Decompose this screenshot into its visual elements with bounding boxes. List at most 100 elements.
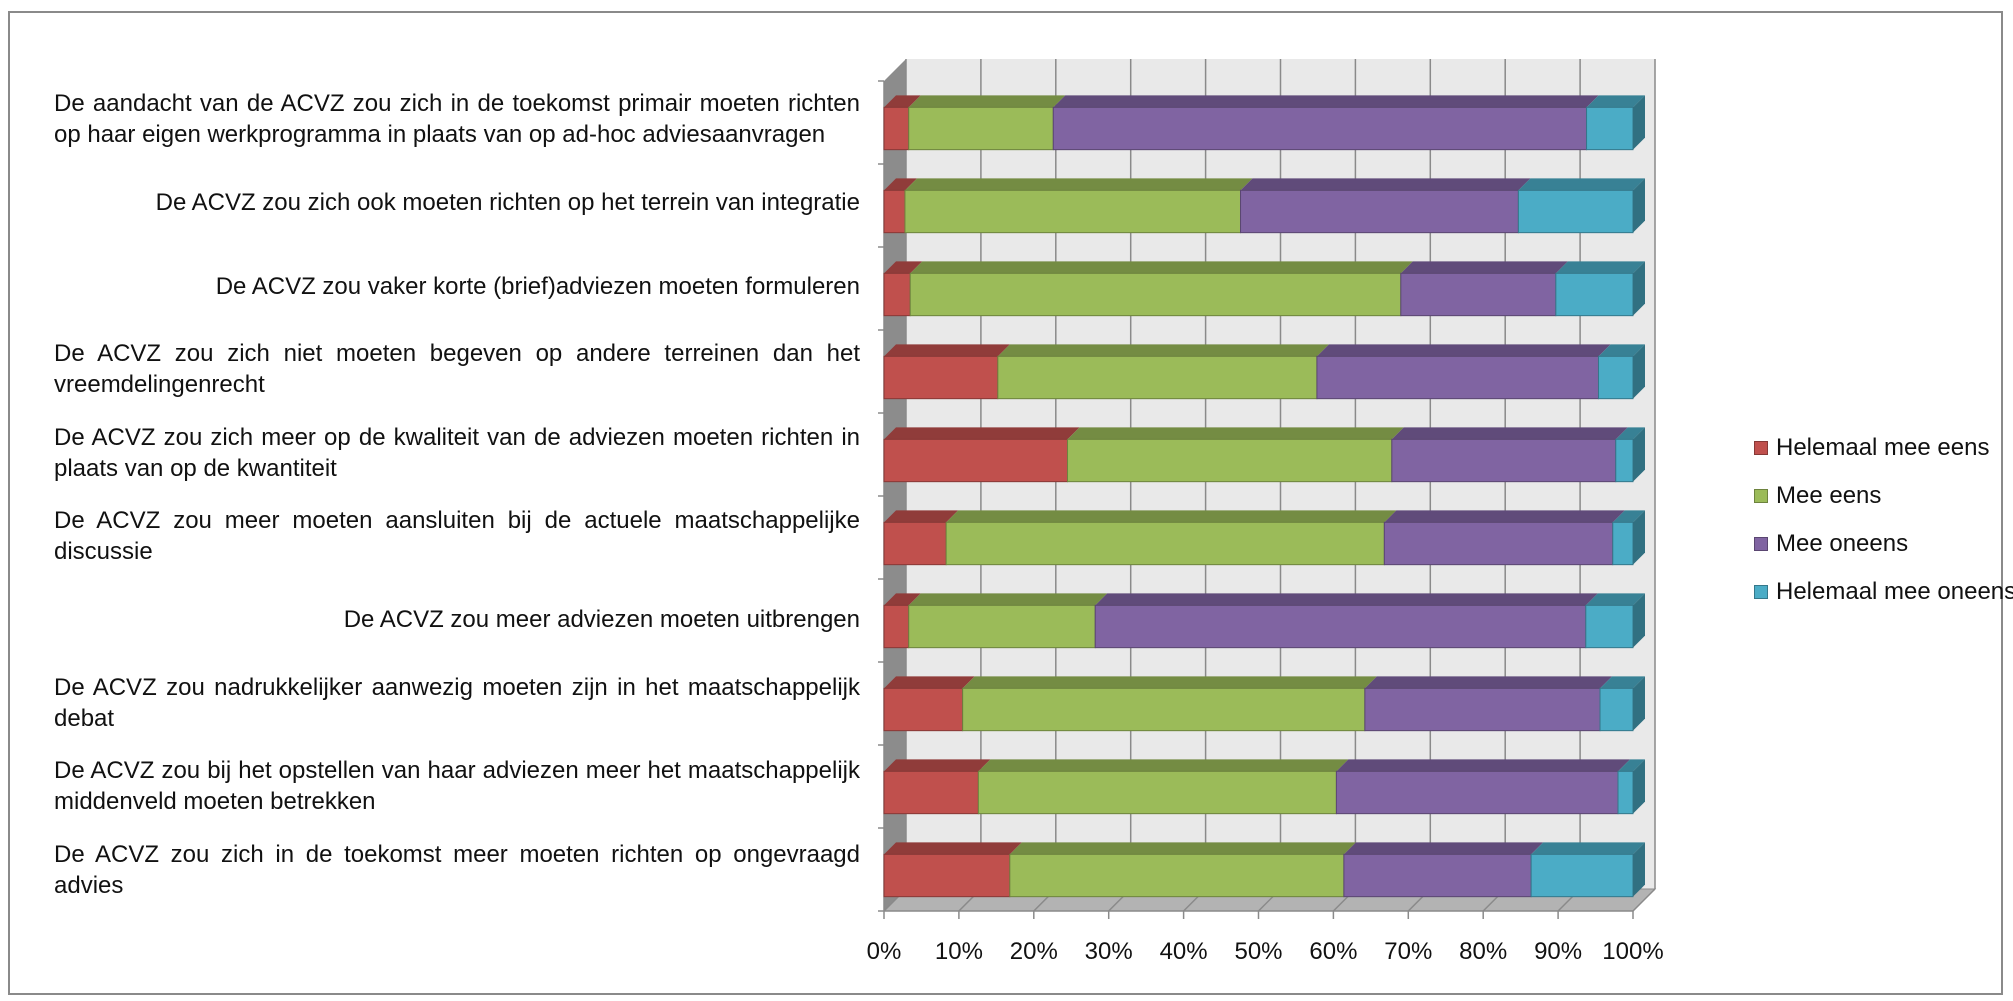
bar-top bbox=[1067, 427, 1404, 440]
legend-label: Helemaal mee oneens bbox=[1776, 578, 2013, 605]
bar-segment bbox=[1585, 604, 1634, 649]
bar-side bbox=[1633, 178, 1645, 233]
bar-segment bbox=[883, 106, 910, 151]
bar-top bbox=[1586, 95, 1645, 108]
bar-segment bbox=[1391, 438, 1617, 483]
bar-segment bbox=[977, 770, 1337, 815]
bar-side bbox=[1633, 427, 1645, 482]
x-tick-label: 20% bbox=[1010, 938, 1058, 965]
bar-top bbox=[884, 593, 921, 606]
bar-top bbox=[1518, 178, 1645, 191]
category-label: De aandacht van de ACVZ zou zich in de t… bbox=[54, 90, 860, 148]
bar-top bbox=[908, 593, 1108, 606]
bar-segment bbox=[962, 687, 1366, 732]
bar-top bbox=[884, 427, 1080, 440]
bar-top bbox=[1555, 261, 1645, 274]
bar-top bbox=[997, 344, 1329, 357]
bar-top bbox=[946, 510, 1397, 523]
bar-side bbox=[1633, 759, 1645, 814]
bar-segment bbox=[883, 604, 910, 649]
bar-segment bbox=[1599, 687, 1634, 732]
x-tick-label: 10% bbox=[935, 938, 983, 965]
chart-frame: 0% 10% 20% 30% 40% 50% 60% 70% 80% 90% 100% De aan… bbox=[8, 11, 2013, 995]
bar-segment bbox=[945, 521, 1385, 566]
bar-top bbox=[1364, 676, 1613, 689]
bar-segment bbox=[1383, 521, 1614, 566]
x-tick-label: 90% bbox=[1534, 938, 1582, 965]
bar-segment bbox=[1052, 106, 1588, 151]
bar-top bbox=[884, 261, 923, 274]
bar-segment bbox=[883, 189, 906, 234]
bar-top bbox=[978, 759, 1349, 772]
bar-top bbox=[1384, 510, 1625, 523]
bar-top bbox=[1531, 842, 1645, 855]
bar-top bbox=[1095, 593, 1598, 606]
x-tick-label: 50% bbox=[1234, 938, 1282, 965]
bar-top bbox=[1400, 261, 1568, 274]
x-tick-label: 0% bbox=[867, 938, 902, 965]
bar-segment bbox=[1555, 272, 1634, 317]
bar-segment bbox=[909, 272, 1402, 317]
bar-top bbox=[884, 842, 1022, 855]
bar-segment bbox=[908, 106, 1054, 151]
bar-segment bbox=[1617, 770, 1634, 815]
category-label: De ACVZ zou zich in de toekomst meer moe… bbox=[54, 841, 860, 899]
legend-label: Helemaal mee eens bbox=[1776, 434, 1990, 461]
bar-top bbox=[1343, 842, 1544, 855]
bar-segment bbox=[1335, 770, 1619, 815]
bar-top bbox=[910, 261, 1413, 274]
bar-segment bbox=[883, 272, 911, 317]
bar-segment bbox=[1400, 272, 1557, 317]
bar-top bbox=[884, 95, 921, 108]
x-tick-label: 40% bbox=[1160, 938, 1208, 965]
bar-segment bbox=[1517, 189, 1634, 234]
category-label: De ACVZ zou zich ook moeten richten op h… bbox=[155, 189, 860, 216]
bar-top bbox=[884, 759, 991, 772]
legend-swatch bbox=[1754, 441, 1768, 455]
x-tick-label: 30% bbox=[1085, 938, 1133, 965]
bar-segment bbox=[904, 189, 1242, 234]
bar-side bbox=[1633, 676, 1645, 731]
bar-top bbox=[1240, 178, 1531, 191]
bar-segment bbox=[883, 521, 947, 566]
bar-top bbox=[884, 510, 959, 523]
category-label: De ACVZ zou meer adviezen moeten uitbren… bbox=[343, 606, 860, 633]
bar-top bbox=[1336, 759, 1631, 772]
category-label: De ACVZ zou meer moeten aansluiten bij d… bbox=[54, 507, 860, 565]
legend-swatch bbox=[1754, 489, 1768, 503]
bar-segment bbox=[1586, 106, 1634, 151]
bar-top bbox=[1612, 510, 1645, 523]
bar-top bbox=[884, 676, 975, 689]
bar-top bbox=[904, 178, 1253, 191]
bar-top bbox=[1053, 95, 1599, 108]
bar-segment bbox=[883, 853, 1011, 898]
bar-side bbox=[1633, 344, 1645, 399]
legend-label: Mee eens bbox=[1776, 482, 1882, 509]
x-tick-label: 60% bbox=[1309, 938, 1357, 965]
legend-swatch bbox=[1754, 585, 1768, 599]
bar-top bbox=[1598, 344, 1645, 357]
chart-plot: 0% 10% 20% 30% 40% 50% 60% 70% 80% 90% 100% bbox=[867, 59, 1664, 965]
bar-segment bbox=[1067, 438, 1393, 483]
bar-segment bbox=[1530, 853, 1634, 898]
legend-swatch bbox=[1754, 537, 1768, 551]
bar-segment bbox=[1343, 853, 1532, 898]
bar-segment bbox=[1316, 355, 1600, 400]
category-label: De ACVZ zou bij het opstellen van haar a… bbox=[54, 757, 860, 815]
bar-segment bbox=[1598, 355, 1634, 400]
bar-top bbox=[1009, 842, 1356, 855]
floor-gridline bbox=[1632, 888, 1656, 912]
bar-segment bbox=[1240, 189, 1519, 234]
bar-side bbox=[1633, 95, 1645, 150]
bar-top bbox=[884, 344, 1010, 357]
bar-top bbox=[1391, 427, 1628, 440]
category-label: De ACVZ zou vaker korte (brief)adviezen … bbox=[215, 273, 860, 300]
bar-segment bbox=[1009, 853, 1345, 898]
bar-segment bbox=[908, 604, 1096, 649]
bar-top bbox=[1585, 593, 1645, 606]
x-tick-label: 100% bbox=[1602, 938, 1663, 965]
bar-segment bbox=[1094, 604, 1587, 649]
legend-label: Mee oneens bbox=[1776, 530, 1909, 557]
bar-top bbox=[962, 676, 1377, 689]
bar-segment bbox=[1615, 438, 1634, 483]
